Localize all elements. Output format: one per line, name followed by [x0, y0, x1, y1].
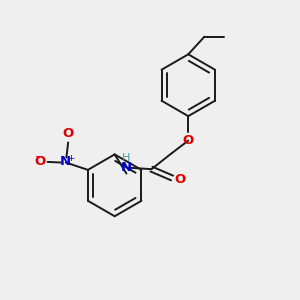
- Text: H: H: [122, 153, 131, 163]
- Text: N: N: [60, 155, 71, 168]
- Text: O: O: [34, 155, 46, 168]
- Text: O: O: [183, 134, 194, 147]
- Text: −: −: [35, 152, 44, 162]
- Text: O: O: [62, 127, 74, 140]
- Text: N: N: [121, 161, 132, 174]
- Text: +: +: [68, 154, 75, 163]
- Text: O: O: [174, 173, 185, 186]
